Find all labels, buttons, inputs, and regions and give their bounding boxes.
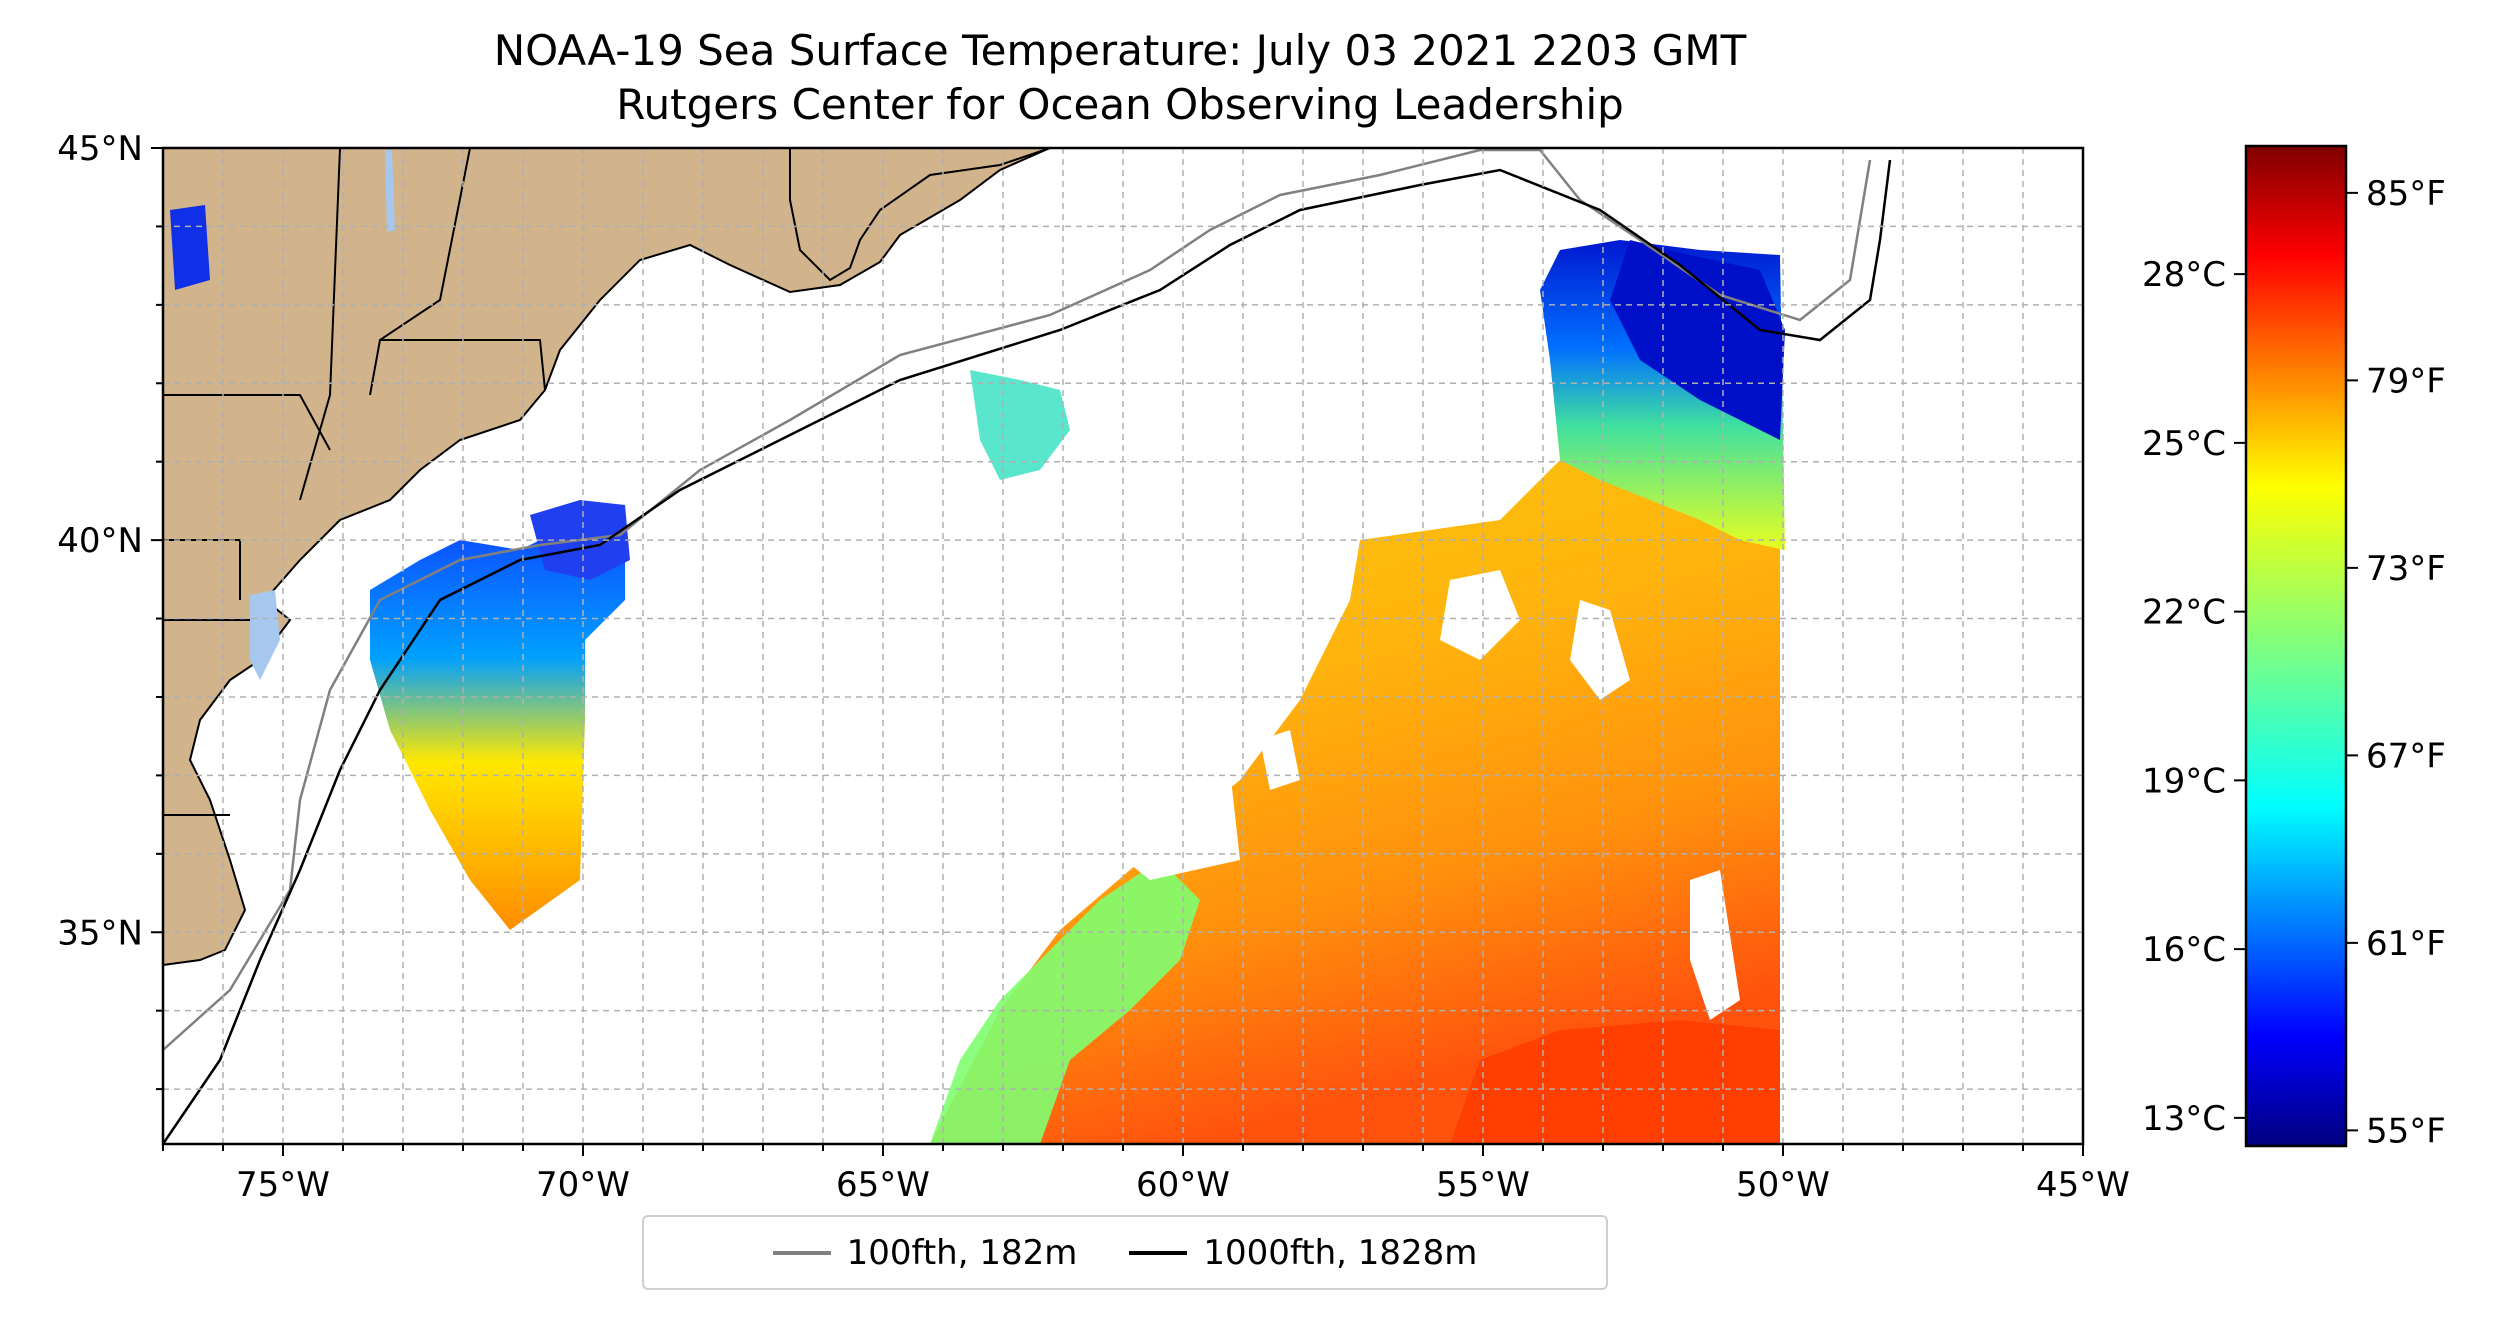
colorbar-fahrenheit-label: 79°F [2366,361,2446,401]
legend-label-1000fth: 1000fth, 1828m [1203,1232,1478,1273]
colorbar-celsius-label: 28°C [2142,255,2226,295]
longitude-axis: 75°W 70°W 65°W 60°W 55°W 50°W 45°W [162,1144,2130,1205]
lake [385,150,395,232]
lon-tick-label: 65°W [836,1165,930,1205]
colorbar-celsius-label: 22°C [2142,593,2226,633]
lon-tick-label: 55°W [1436,1165,1530,1205]
sst-patch-gulf [370,510,625,930]
lon-tick-label: 75°W [236,1165,330,1205]
legend-label-100fth: 100fth, 182m [846,1232,1078,1273]
legend-swatch-1000fth [1129,1250,1188,1255]
legend-swatch-100fth [772,1250,831,1255]
colorbar-celsius-label: 16°C [2142,930,2226,970]
colorbar-fahrenheit-label: 61°F [2366,924,2446,964]
isobath-1000fth [163,159,1892,1144]
colorbar-celsius-axis: 28°C 25°C 22°C 19°C 16°C 13°C [2142,255,2246,1139]
sst-patch-red-south [1450,1020,1780,1144]
state-borders [163,148,546,816]
sst-patch-west-green [930,860,1200,1144]
legend-item-1000fth: 1000fth, 1828m [1129,1233,1477,1273]
lon-tick-label: 45°W [2036,1165,2130,1205]
lat-tick-label: 35°N [57,913,143,953]
map-title: NOAA-19 Sea Surface Temperature: July 03… [493,26,1747,75]
land-us-coast [163,148,1051,967]
map-subtitle: Rutgers Center for Ocean Observing Leade… [616,80,1624,129]
colorbar-celsius-label: 25°C [2142,424,2226,464]
legend-item-100fth: 100fth, 182m [772,1232,1078,1273]
colorbar-fahrenheit-label: 85°F [2366,174,2446,214]
colorbar-celsius-label: 13°C [2142,1099,2226,1139]
sst-patch-small-blue [170,205,210,290]
colorbar [2244,144,2348,1148]
latitude-axis: 45°N 40°N 35°N [57,129,163,1091]
lat-tick-label: 40°N [57,521,143,561]
lon-tick-label: 70°W [536,1165,630,1205]
lon-tick-label: 60°W [1136,1165,1230,1205]
sst-patch-cyan [970,370,1070,480]
colorbar-fahrenheit-axis: 85°F 79°F 73°F 67°F 61°F 55°F [2346,174,2446,1151]
colorbar-fahrenheit-label: 73°F [2366,549,2446,589]
colorbar-celsius-label: 19°C [2142,761,2226,801]
cloud-gaps [1100,570,1740,1020]
isobath-legend: 100fth, 182m 1000fth, 1828m [642,1215,1608,1290]
lake [250,590,280,680]
map-gridlines [163,148,2083,1144]
lat-tick-label: 45°N [57,129,143,169]
colorbar-fahrenheit-label: 67°F [2366,736,2446,776]
colorbar-fahrenheit-label: 55°F [2366,1111,2446,1151]
land-canada [789,148,1051,282]
lon-tick-label: 50°W [1736,1165,1830,1205]
sst-patch-nw [1610,240,1785,440]
